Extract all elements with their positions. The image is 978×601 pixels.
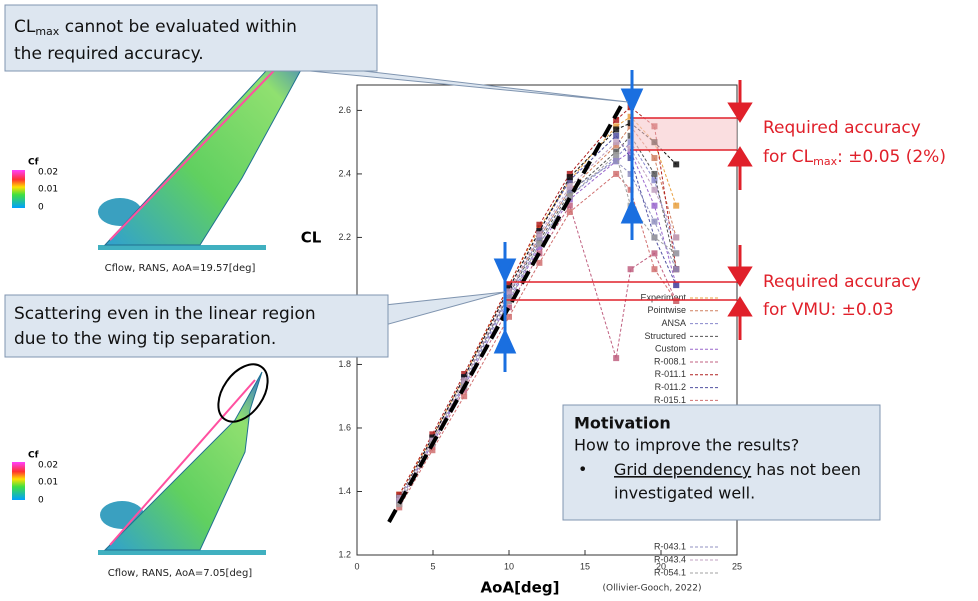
point xyxy=(613,171,619,177)
callout-text: Scattering even in the linear region xyxy=(14,304,316,324)
legend-label: ANSA xyxy=(661,318,686,328)
x-tick-label: 15 xyxy=(580,561,590,571)
accuracy-text: Required accuracy xyxy=(763,118,921,138)
wing-image: Cf 0.02 0.01 0 Cflow, RANS, AoA=19.57[de… xyxy=(12,42,305,274)
motivation-text: How to improve the results? xyxy=(574,436,799,455)
accuracy-text: : ±0.05 (2%) xyxy=(837,147,946,167)
accuracy-text: for VMU: ±0.03 xyxy=(763,300,894,320)
point xyxy=(651,171,657,177)
point xyxy=(651,155,657,161)
point xyxy=(506,288,512,294)
legend-label: R-008.1 xyxy=(654,356,686,366)
cf-label: Cf xyxy=(28,451,39,461)
accuracy-text: for CL xyxy=(763,147,814,167)
point xyxy=(673,250,679,256)
accuracy-text: for CLmax: ±0.05 (2%) xyxy=(763,147,946,168)
point xyxy=(651,203,657,209)
point xyxy=(628,266,634,272)
legend-label: R-043.1 xyxy=(654,541,686,551)
point xyxy=(651,266,657,272)
point xyxy=(536,260,542,266)
point xyxy=(651,250,657,256)
subscript: max xyxy=(35,25,59,38)
caption: Cflow, RANS, AoA=19.57[deg] xyxy=(105,263,256,274)
point xyxy=(673,203,679,209)
legend-label: R-054.1 xyxy=(654,567,686,577)
accuracy-text: Required accuracy xyxy=(763,272,921,292)
point xyxy=(651,234,657,240)
point xyxy=(613,126,619,132)
point xyxy=(651,219,657,225)
x-axis-label: AoA[deg] xyxy=(481,579,560,597)
point xyxy=(613,152,619,158)
callout-text: the required accuracy. xyxy=(14,44,204,64)
point xyxy=(613,133,619,139)
subscript: max xyxy=(813,155,837,168)
callout-text: due to the wing tip separation. xyxy=(14,329,276,349)
cf-scale: 0.02 xyxy=(38,168,58,178)
legend-label: R-043.4 xyxy=(654,554,686,564)
point xyxy=(673,234,679,240)
cf-scale: 0.01 xyxy=(38,185,58,195)
callout-text: CL xyxy=(14,17,36,37)
y-tick-label: 1.2 xyxy=(338,549,351,559)
motivation-text: investigated well. xyxy=(614,484,755,503)
legend-label: R-011.2 xyxy=(655,382,686,392)
point xyxy=(673,266,679,272)
point xyxy=(613,355,619,361)
legend-label: R-011.1 xyxy=(655,369,686,379)
motivation-text: Grid dependency has not been xyxy=(614,460,861,479)
point xyxy=(651,187,657,193)
x-tick-label: 25 xyxy=(732,561,742,571)
legend-label: Experiment xyxy=(640,292,686,302)
underlined-text: Grid dependency xyxy=(614,460,751,479)
cf-label: Cf xyxy=(28,158,39,168)
legend-label: Pointwise xyxy=(647,305,686,315)
y-tick-label: 2.4 xyxy=(338,168,351,178)
point xyxy=(673,282,679,288)
point xyxy=(673,161,679,167)
y-tick-label: 1.6 xyxy=(338,422,351,432)
point xyxy=(536,231,542,237)
point xyxy=(567,209,573,215)
cf-scale: 0.02 xyxy=(38,461,58,471)
y-tick-label: 2.6 xyxy=(338,105,351,115)
bullet: • xyxy=(578,460,587,479)
wing-image: Cf 0.02 0.01 0 Cflow, RANS, AoA=7.05[deg… xyxy=(12,355,278,579)
x-tick-label: 5 xyxy=(430,561,435,571)
legend-label: R-015.1 xyxy=(654,395,686,405)
cf-scale: 0.01 xyxy=(38,478,58,488)
credit: (Ollivier-Gooch, 2022) xyxy=(603,584,702,594)
x-tick-label: 10 xyxy=(504,561,514,571)
y-tick-label: 1.8 xyxy=(338,359,351,369)
point xyxy=(567,174,573,180)
callout-text: cannot be evaluated within xyxy=(59,17,297,37)
cf-scale: 0 xyxy=(38,203,44,213)
point xyxy=(613,139,619,145)
motivation-title: Motivation xyxy=(574,414,671,433)
point xyxy=(567,184,573,190)
y-axis-label: CL xyxy=(301,229,322,247)
caption: Cflow, RANS, AoA=7.05[deg] xyxy=(108,568,253,579)
legend-label: Custom xyxy=(655,344,686,354)
point xyxy=(673,298,679,304)
x-tick-label: 0 xyxy=(354,561,359,571)
y-tick-label: 1.4 xyxy=(338,486,351,496)
motivation-text: has not been xyxy=(751,460,861,479)
accuracy-band xyxy=(630,118,737,150)
legend-label: Structured xyxy=(644,331,686,341)
slide: 1.21.41.61.822.22.42.60510152025Experime… xyxy=(0,0,978,601)
point xyxy=(506,314,512,320)
cf-scale: 0 xyxy=(38,496,44,506)
y-tick-label: 2.2 xyxy=(338,232,351,242)
